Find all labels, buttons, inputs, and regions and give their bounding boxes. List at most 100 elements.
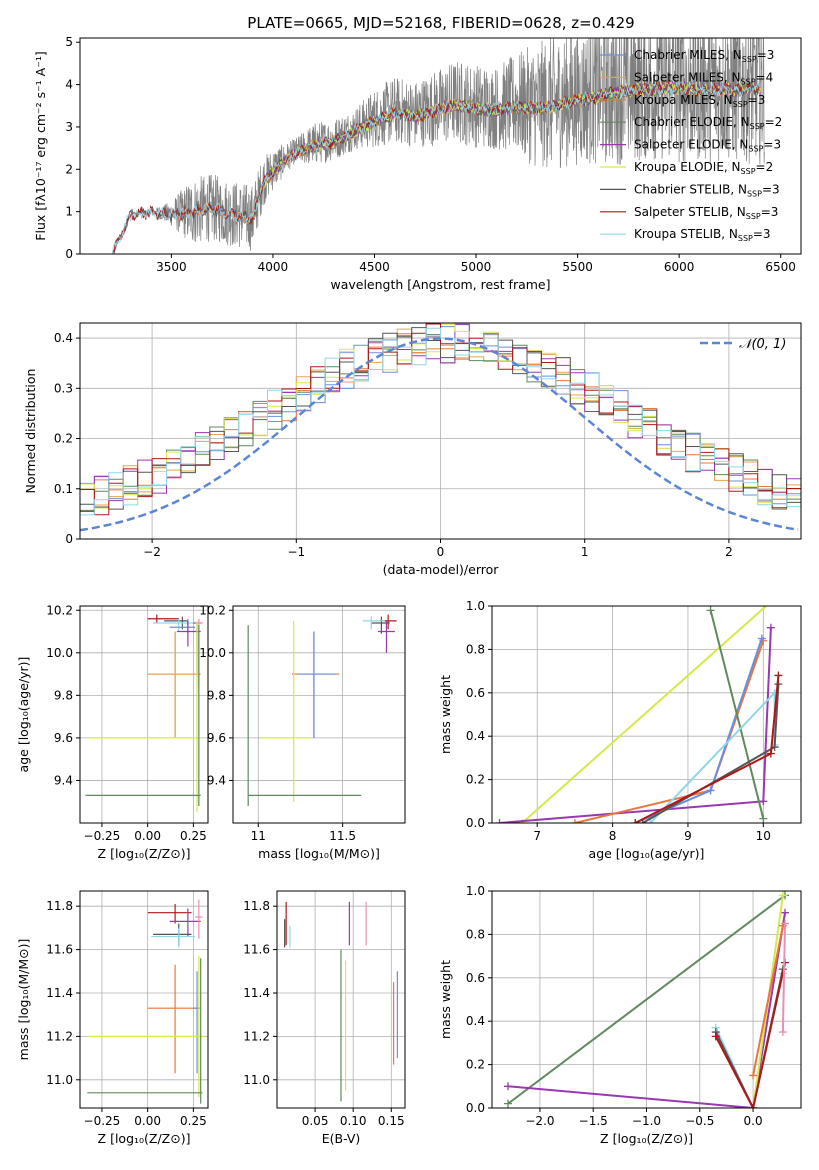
weight-marker: [781, 919, 790, 928]
y-tick-label: 0.8: [466, 642, 485, 656]
x-tick-label: 4000: [258, 260, 289, 274]
plot-frame: [79, 605, 209, 824]
y-tick-label: 0.4: [54, 331, 73, 345]
y-tick-label: 11.4: [46, 986, 73, 1000]
y-tick-label: 11.2: [243, 1029, 270, 1043]
weight-marker: [706, 786, 715, 795]
x-axis-label: (data-model)/error: [383, 562, 500, 577]
y-axis-label: mass weight: [438, 960, 453, 1039]
legend-label: 𝒩(0, 1): [739, 337, 786, 352]
x-tick-label: 6500: [765, 260, 796, 274]
y-tick-label: 10.2: [199, 603, 226, 617]
y-tick-label: 0.2: [466, 1058, 485, 1072]
axes-residuals: −2 −1 0 1 2 0 0.1 0.2 0.3 0.4 (data-model)/error No…: [23, 323, 801, 577]
axes-age_vs_mass: 11 11.5 9.4 9.6 9.8 10.0 10.2 mass [log₁₀(M/M⊙)…: [199, 603, 405, 861]
x-tick-label: 1: [581, 545, 589, 559]
y-tick-label: 10.2: [46, 603, 73, 617]
y-tick-label: 5: [65, 35, 73, 49]
plot-frame: [491, 890, 802, 1109]
y-tick-label: 4: [65, 78, 73, 92]
weight-marker: [766, 623, 775, 632]
weight-line: [507, 912, 786, 1108]
y-tick-label: 11.4: [243, 986, 270, 1000]
y-tick-label: 11.8: [243, 899, 270, 913]
x-axis-label: Z [log₁₀(Z/Z⊙)]: [600, 1131, 693, 1146]
x-tick-label: 0.0: [744, 1114, 763, 1128]
weight-line: [521, 606, 768, 823]
x-tick-label: 2: [725, 545, 733, 559]
model-fit-line: [112, 80, 761, 254]
x-tick-label: 0.10: [340, 1114, 367, 1128]
observed-spectrum: [112, 38, 765, 254]
weight-marker: [781, 908, 790, 917]
legend-label: Kroupa STELIB, NSSP=3: [634, 227, 771, 243]
axes-mass_vs_Z: −0.25 0.00 0.25 11.0 11.2 11.4 11.6 11.8 Z [log₁…: [16, 891, 208, 1146]
x-axis-label: age [log₁₀(age/yr)]: [589, 846, 705, 861]
weight-marker: [757, 634, 766, 643]
y-tick-label: 0.1: [54, 482, 73, 496]
x-tick-label: −1: [287, 545, 305, 559]
y-tick-label: 9.8: [207, 688, 226, 702]
legend-label: Chabrier STELIB, NSSP=3: [634, 182, 780, 198]
y-tick-label: 0: [65, 247, 73, 261]
y-axis-label: mass [log₁₀(M/M⊙)]: [16, 939, 31, 1061]
y-tick-label: 9.4: [207, 773, 226, 787]
weight-marker: [503, 1082, 512, 1091]
legend-label: Salpeter ELODIE, NSSP=3: [634, 138, 781, 154]
axes-mass_vs_ebv: 0.05 0.10 0.15 11.0 11.2 11.4 11.6 11.8 E(B-V): [243, 891, 405, 1146]
x-tick-label: 4500: [359, 260, 390, 274]
plot-frame: [79, 37, 802, 255]
y-tick-label: 1.0: [466, 599, 485, 613]
y-tick-label: 11.6: [46, 943, 73, 957]
x-tick-label: 0.05: [302, 1114, 329, 1128]
legend: Chabrier MILES, NSSP=3 Salpeter MILES, NS…: [600, 48, 782, 243]
y-tick-label: 0.6: [466, 971, 485, 985]
x-axis-label: Z [log₁₀(Z/Z⊙)]: [98, 846, 191, 861]
weight-marker: [778, 1028, 787, 1037]
x-tick-label: 0.15: [378, 1114, 405, 1128]
x-tick-label: 9: [684, 829, 692, 843]
y-tick-label: 9.6: [207, 731, 226, 745]
plot-frame: [79, 890, 209, 1109]
weight-line: [781, 923, 786, 1033]
y-tick-label: 9.4: [54, 773, 73, 787]
y-tick-label: 0.8: [466, 927, 485, 941]
y-axis-label: mass weight: [438, 675, 453, 754]
y-axis-label: Normed distribution: [23, 369, 38, 494]
residual-histogram: [80, 327, 801, 539]
normal-curve: [80, 337, 799, 532]
x-tick-label: 0.25: [180, 1114, 207, 1128]
weight-line: [709, 610, 765, 819]
x-tick-label: 5500: [562, 260, 593, 274]
y-tick-label: 0.0: [466, 816, 485, 830]
y-tick-label: 0: [65, 532, 73, 546]
weight-marker: [759, 797, 768, 806]
axes-spectrum: 3500 4000 4500 5000 5500 6000 6500 0 1 2 3 4 5 wavele…: [33, 35, 796, 292]
y-tick-label: 0.0: [466, 1101, 485, 1115]
x-tick-label: 0.25: [180, 829, 207, 843]
weight-marker: [749, 1104, 758, 1108]
model-fit-line: [112, 80, 761, 254]
plot-frame: [232, 605, 406, 824]
y-tick-label: 11.8: [46, 899, 73, 913]
y-tick-label: 9.6: [54, 731, 73, 745]
weight-marker: [495, 819, 504, 823]
weight-marker: [638, 819, 647, 823]
x-tick-label: −1.0: [632, 1114, 661, 1128]
weight-marker: [646, 819, 655, 823]
x-tick-label: 8: [609, 829, 617, 843]
y-tick-label: 11.6: [243, 943, 270, 957]
x-tick-label: 0: [437, 545, 445, 559]
y-tick-label: 0.2: [466, 773, 485, 787]
y-tick-label: 11.0: [243, 1073, 270, 1087]
y-tick-label: 0.4: [466, 1014, 485, 1028]
legend-label: Kroupa ELODIE, NSSP=2: [634, 160, 773, 176]
plot-frame: [79, 322, 802, 540]
y-tick-label: 0.2: [54, 432, 73, 446]
y-tick-label: 0.4: [466, 729, 485, 743]
legend-label: Salpeter STELIB, NSSP=3: [634, 205, 778, 221]
plot-frame: [276, 890, 406, 1109]
y-tick-label: 10.0: [199, 646, 226, 660]
x-tick-label: 5000: [461, 260, 492, 274]
